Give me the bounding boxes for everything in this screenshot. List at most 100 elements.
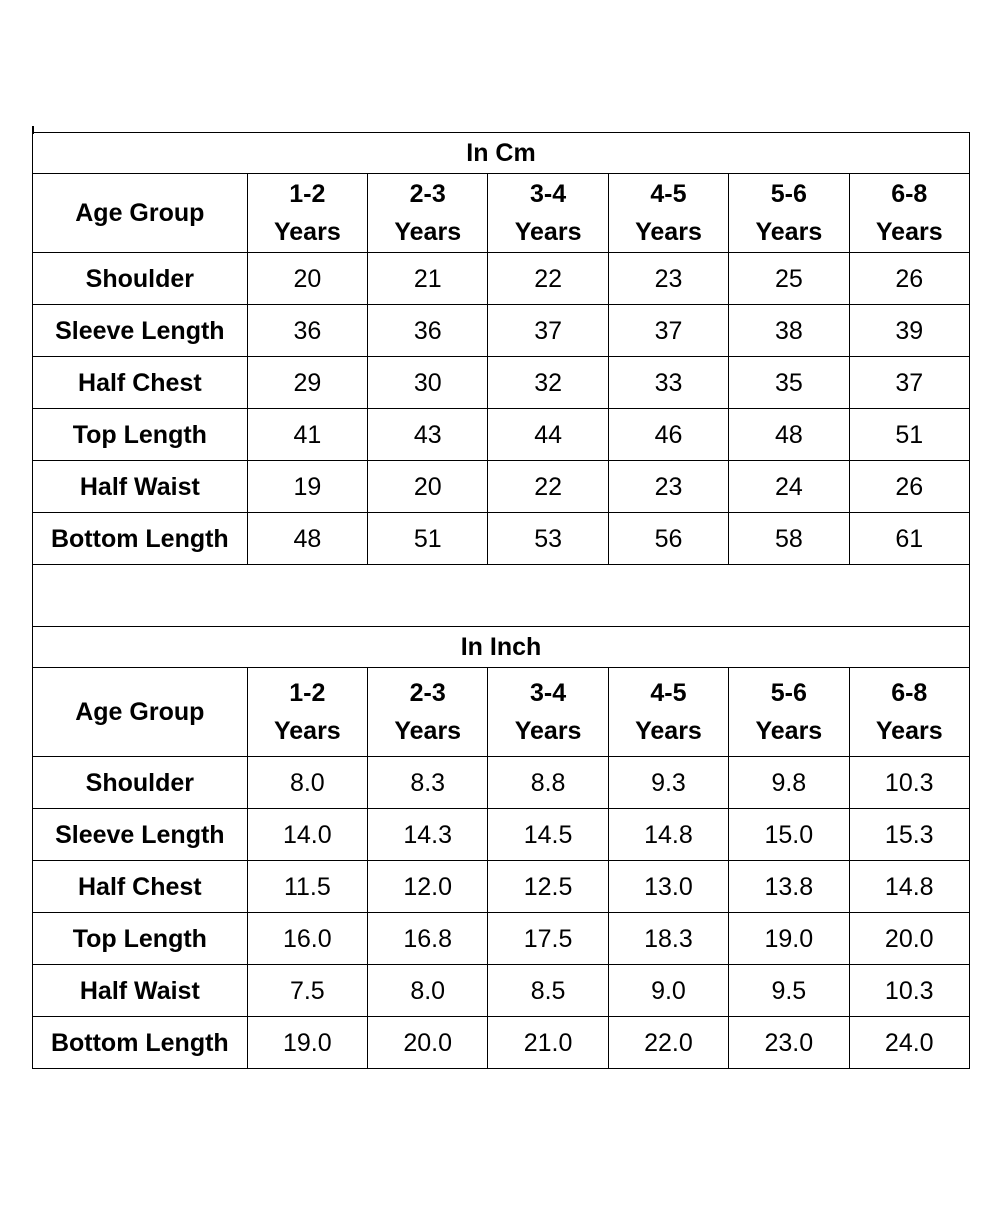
age-range: 1-2 — [289, 180, 326, 208]
age-unit: Years — [394, 717, 462, 745]
table-cell: 18.3 — [607, 912, 730, 965]
table-cell: 24.0 — [848, 1016, 971, 1069]
table-cell: 8.0 — [367, 964, 489, 1017]
table-cell: 20 — [367, 460, 489, 513]
table-cell: 13.8 — [728, 860, 850, 913]
table-cell: 41 — [246, 408, 369, 461]
table-cell: 10.3 — [848, 964, 971, 1017]
table-cell: 24 — [728, 460, 850, 513]
table-cell: 16.8 — [367, 912, 489, 965]
age-range: 2-3 — [409, 180, 446, 208]
table-cell: 46 — [607, 408, 730, 461]
table-cell: 56 — [607, 512, 730, 565]
table-row: Half Waist 7.5 8.0 8.5 9.0 9.5 10.3 — [32, 964, 971, 1017]
table-cell: 48 — [728, 408, 850, 461]
age-unit: Years — [875, 717, 943, 745]
table-cell: 14.8 — [607, 808, 730, 861]
age-column-header: 2-3 Years — [367, 667, 489, 757]
row-label: Shoulder — [32, 756, 248, 809]
table-cell: 37 — [848, 356, 971, 409]
table-cell: 14.3 — [367, 808, 489, 861]
table-cell: 14.8 — [848, 860, 971, 913]
table-cell: 26 — [848, 252, 971, 305]
table-cell: 51 — [848, 408, 971, 461]
table-cell: 61 — [848, 512, 971, 565]
age-range: 1-2 — [289, 679, 326, 707]
size-table-cm: In Cm Age Group 1-2 Years 2-3 Years 3-4 Yea… — [32, 132, 971, 565]
table-cell: 19.0 — [246, 1016, 369, 1069]
age-unit: Years — [273, 717, 341, 745]
age-range: 5-6 — [770, 180, 807, 208]
age-unit: Years — [635, 717, 702, 745]
row-label: Top Length — [32, 912, 248, 965]
age-unit: Years — [875, 218, 943, 246]
age-column-header: 6-8 Years — [848, 667, 971, 757]
table-title: In Inch — [32, 626, 970, 668]
age-range: 4-5 — [650, 180, 687, 208]
row-label: Sleeve Length — [32, 304, 248, 357]
table-cell: 36 — [367, 304, 489, 357]
age-unit: Years — [755, 218, 823, 246]
table-cell: 22.0 — [607, 1016, 730, 1069]
table-cell: 39 — [848, 304, 971, 357]
table-border-tick — [32, 126, 34, 134]
table-cell: 19 — [246, 460, 369, 513]
row-label: Bottom Length — [32, 1016, 248, 1069]
table-cell: 44 — [487, 408, 609, 461]
age-column-header: 1-2 Years — [246, 667, 369, 757]
table-cell: 19.0 — [728, 912, 850, 965]
age-column-header: 2-3 Years — [367, 173, 489, 253]
table-cell: 53 — [487, 512, 609, 565]
table-cell: 23.0 — [728, 1016, 850, 1069]
table-row: Half Waist 19 20 22 23 24 26 — [32, 460, 971, 513]
table-title: In Cm — [32, 132, 970, 174]
row-label: Top Length — [32, 408, 248, 461]
table-cell: 20 — [246, 252, 369, 305]
table-cell: 20.0 — [848, 912, 971, 965]
table-cell: 30 — [367, 356, 489, 409]
table-spacer — [32, 565, 970, 626]
table-row: Top Length 41 43 44 46 48 51 — [32, 408, 971, 461]
age-unit: Years — [273, 218, 341, 246]
table-cell: 21.0 — [487, 1016, 609, 1069]
table-cell: 36 — [246, 304, 369, 357]
table-cell: 26 — [848, 460, 971, 513]
table-cell: 21 — [367, 252, 489, 305]
age-group-header: Age Group — [32, 173, 248, 253]
age-range: 4-5 — [650, 679, 687, 707]
table-cell: 8.0 — [246, 756, 369, 809]
table-cell: 11.5 — [246, 860, 369, 913]
table-cell: 32 — [487, 356, 609, 409]
table-cell: 14.5 — [487, 808, 609, 861]
table-cell: 29 — [246, 356, 369, 409]
table-cell: 25 — [728, 252, 850, 305]
age-range: 3-4 — [530, 180, 567, 208]
age-column-header: 5-6 Years — [728, 173, 850, 253]
table-row: Half Chest 11.5 12.0 12.5 13.0 13.8 14.8 — [32, 860, 971, 913]
table-row: Shoulder 8.0 8.3 8.8 9.3 9.8 10.3 — [32, 756, 971, 809]
table-row: Half Chest 29 30 32 33 35 37 — [32, 356, 971, 409]
table-cell: 8.5 — [487, 964, 609, 1017]
age-column-header: 3-4 Years — [487, 173, 609, 253]
age-column-header: 5-6 Years — [728, 667, 850, 757]
table-cell: 9.8 — [728, 756, 850, 809]
age-range: 6-8 — [891, 679, 928, 707]
table-row: Bottom Length 48 51 53 56 58 61 — [32, 512, 971, 565]
table-cell: 51 — [367, 512, 489, 565]
table-cell: 9.5 — [728, 964, 850, 1017]
table-cell: 23 — [607, 252, 730, 305]
age-unit: Years — [514, 218, 582, 246]
table-cell: 22 — [487, 252, 609, 305]
row-label: Half Chest — [32, 860, 248, 913]
table-cell: 33 — [607, 356, 730, 409]
row-label: Bottom Length — [32, 512, 248, 565]
table-cell: 37 — [607, 304, 730, 357]
size-chart: In Cm Age Group 1-2 Years 2-3 Years 3-4 Yea… — [32, 132, 971, 1069]
table-cell: 15.0 — [728, 808, 850, 861]
age-range: 5-6 — [770, 679, 807, 707]
table-cell: 16.0 — [246, 912, 369, 965]
row-label: Half Waist — [32, 460, 248, 513]
table-row: Bottom Length 19.0 20.0 21.0 22.0 23.0 2… — [32, 1016, 971, 1069]
age-column-header: 4-5 Years — [607, 667, 730, 757]
age-column-header: 6-8 Years — [848, 173, 971, 253]
